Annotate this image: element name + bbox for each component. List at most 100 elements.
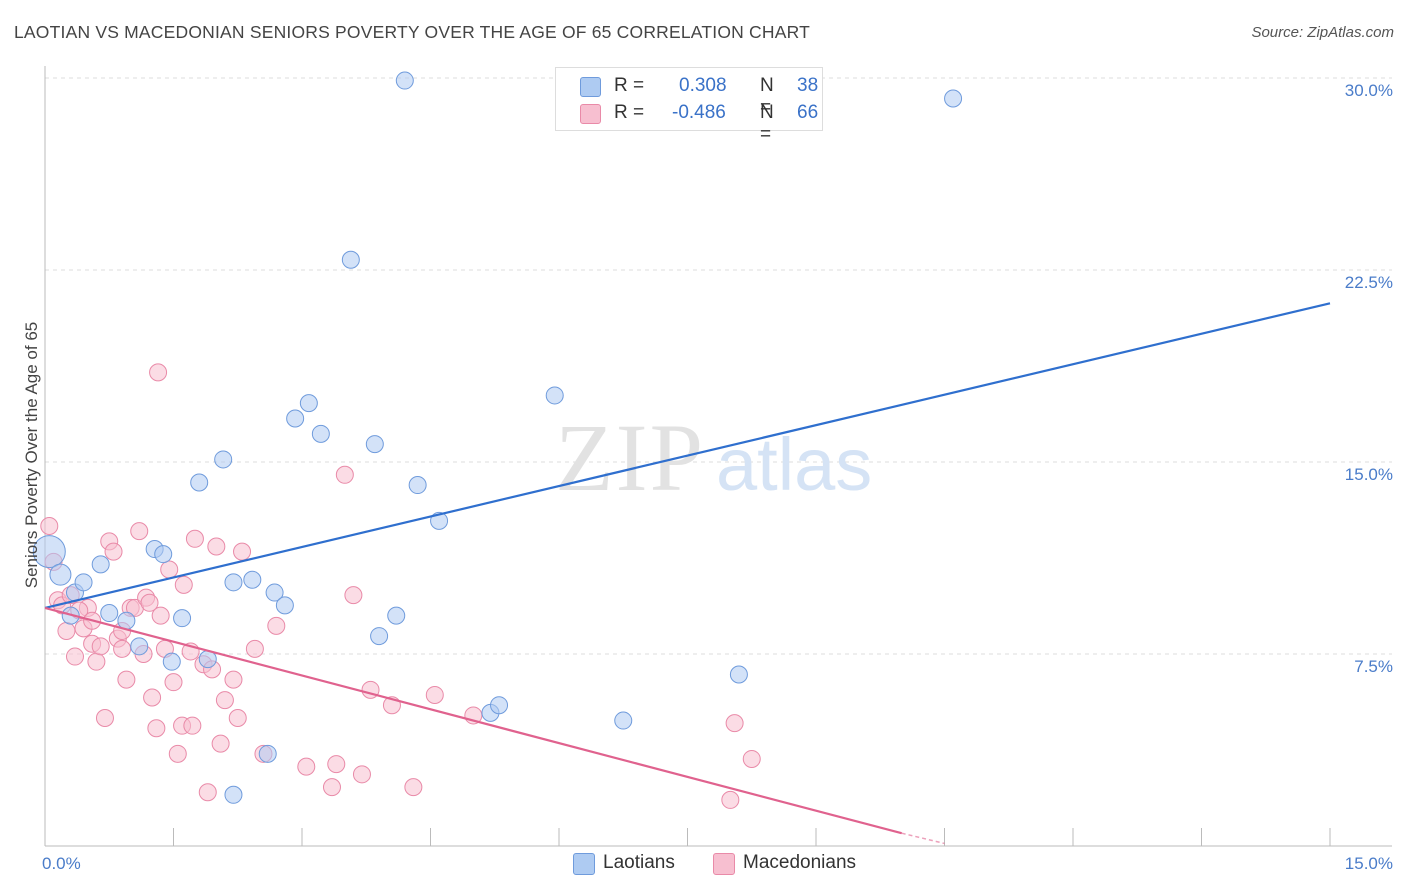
legend-n-value: 38 <box>797 75 819 96</box>
macedonian-point <box>57 621 76 640</box>
laotian-point <box>299 394 318 413</box>
laotian-point <box>49 563 72 586</box>
laotian-point <box>286 409 305 428</box>
laotian-point <box>130 637 149 656</box>
macedonian-point <box>147 719 166 738</box>
macedonian-point <box>113 639 132 658</box>
macedonian-point <box>297 757 316 776</box>
laotian-point <box>545 386 564 405</box>
laotian-point <box>173 609 192 628</box>
laotian-point <box>275 596 294 615</box>
laotians-trend-line <box>44 302 1331 609</box>
laotian-point <box>341 250 360 269</box>
laotian-point <box>91 555 110 574</box>
macedonian-point <box>335 465 354 484</box>
macedonian-point <box>91 637 110 656</box>
laotian-point <box>224 573 243 592</box>
macedonian-point <box>721 790 740 809</box>
watermark-atlas: atlas <box>716 423 872 506</box>
macedonian-point <box>168 744 187 763</box>
laotian-point <box>365 435 384 454</box>
macedonian-point <box>65 647 84 666</box>
y-tick-label: 15.0% <box>1345 465 1393 484</box>
y-tick-label: 7.5% <box>1354 657 1393 676</box>
macedonian-point <box>233 542 252 561</box>
y-tick-label: 30.0% <box>1345 81 1393 100</box>
macedonian-point <box>224 670 243 689</box>
macedonian-point <box>245 639 264 658</box>
laotian-point <box>154 545 173 564</box>
macedonian-point <box>322 778 341 797</box>
y-tick-label: 22.5% <box>1345 273 1393 292</box>
legend-r-value: -0.486 <box>672 102 726 123</box>
macedonian-point <box>211 734 230 753</box>
macedonian-point <box>425 685 444 704</box>
laotian-point <box>265 583 284 602</box>
trend-lines <box>44 302 1331 845</box>
laotians-label: Laotians <box>603 852 675 873</box>
macedonian-point <box>228 709 247 727</box>
macedonians-swatch <box>713 853 735 875</box>
macedonian-point <box>215 691 234 710</box>
laotian-point <box>944 89 963 108</box>
laotian-point <box>243 570 262 589</box>
laotians-points <box>32 71 963 804</box>
macedonian-point <box>198 783 217 802</box>
tick-labels: 7.5% 15.0% 22.5% 30.0% 0.0% 15.0% <box>42 81 1393 873</box>
laotian-point <box>74 573 93 592</box>
macedonian-point <box>207 537 226 556</box>
macedonian-point <box>404 778 423 797</box>
legend-n-label: N = <box>760 102 774 145</box>
laotians-swatch <box>580 77 601 97</box>
laotian-point <box>387 606 406 625</box>
x-tick-label: 0.0% <box>42 854 81 873</box>
macedonian-point <box>151 606 170 625</box>
macedonians-label: Macedonians <box>743 852 857 873</box>
macedonian-point <box>344 586 363 605</box>
legend-r-label: R = <box>614 75 645 96</box>
macedonian-point <box>174 575 193 594</box>
macedonian-point <box>87 652 106 671</box>
axes <box>44 66 1392 847</box>
macedonian-point <box>267 616 286 635</box>
y-axis-label: Seniors Poverty Over the Age of 65 <box>22 322 41 588</box>
watermark: ZIP atlas <box>555 404 872 511</box>
macedonian-point <box>742 749 761 768</box>
laotian-point <box>32 535 66 569</box>
laotian-point <box>490 696 509 715</box>
macedonian-point <box>40 517 59 535</box>
laotians-swatch <box>573 853 595 875</box>
laotian-point <box>614 711 633 730</box>
legend-r-label: R = <box>614 102 645 123</box>
macedonian-point <box>164 673 183 692</box>
macedonian-point <box>725 714 744 733</box>
macedonians-trend-line <box>44 606 902 835</box>
macedonian-point <box>183 716 202 735</box>
macedonian-point <box>352 765 371 784</box>
legend-n-value: 66 <box>797 102 819 123</box>
laotian-point <box>162 652 181 671</box>
laotian-point <box>214 450 233 469</box>
macedonian-point <box>140 593 159 612</box>
grid-lines <box>45 77 1392 655</box>
macedonian-point <box>104 542 123 561</box>
legend-n-label: N = <box>760 75 774 118</box>
macedonian-point <box>149 363 168 382</box>
macedonian-point <box>143 688 162 707</box>
macedonian-point <box>185 529 204 548</box>
laotian-point <box>224 785 243 804</box>
laotian-point <box>311 424 330 443</box>
laotian-point <box>395 71 414 90</box>
chart-title: LAOTIAN VS MACEDONIAN SENIORS POVERTY OV… <box>14 22 810 42</box>
laotian-point <box>100 604 119 623</box>
macedonians-swatch <box>580 104 601 124</box>
laotian-point <box>729 665 748 684</box>
x-tick-label: 15.0% <box>1345 854 1393 873</box>
macedonian-point <box>95 709 114 727</box>
laotian-point <box>258 744 277 763</box>
laotian-point <box>370 627 389 646</box>
macedonian-point <box>327 755 346 774</box>
laotian-point <box>190 473 209 492</box>
legend-r-value: 0.308 <box>679 75 727 96</box>
macedonian-point <box>160 560 179 579</box>
